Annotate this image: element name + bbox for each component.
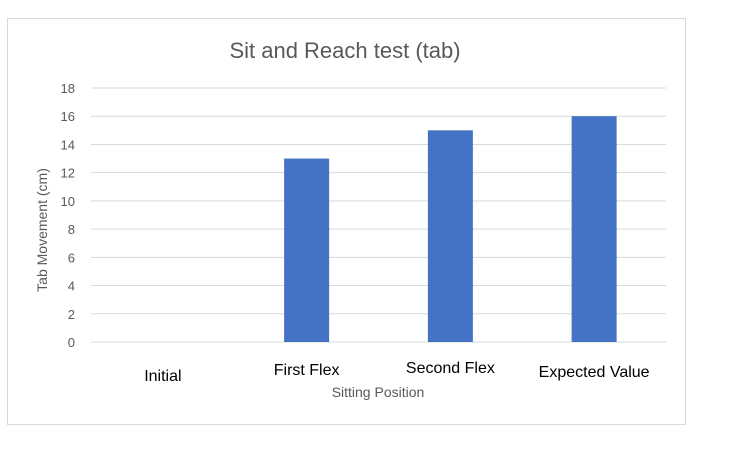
category-labels: Initial First Flex Second Flex Expected Val…	[144, 360, 649, 385]
bar-first-flex	[284, 158, 330, 342]
y-axis-title: Tab Movement (cm)	[34, 168, 50, 292]
gridlines	[91, 87, 666, 343]
x-category-label: Initial	[144, 368, 181, 385]
bar-second-flex	[427, 130, 473, 342]
y-tick-label: 4	[68, 279, 75, 294]
y-tick-label: 2	[68, 307, 75, 322]
chart-title: Sit and Reach test (tab)	[229, 38, 460, 63]
y-tick-label: 18	[61, 81, 75, 96]
y-tick-label: 6	[68, 250, 75, 265]
y-tick-label: 14	[61, 137, 75, 152]
y-tick-label: 8	[68, 222, 75, 237]
bars	[284, 116, 617, 342]
y-tick-label: 10	[61, 194, 75, 209]
y-tick-label: 0	[68, 335, 75, 350]
x-category-label: First Flex	[274, 362, 340, 379]
y-axis-tick-labels: 0 2 4 6 8 10 12 14 16 18	[61, 81, 75, 350]
y-tick-label: 12	[61, 166, 75, 181]
bar-expected-value	[571, 116, 617, 342]
x-category-label: Second Flex	[406, 360, 495, 377]
x-axis-title: Sitting Position	[332, 384, 425, 400]
y-tick-label: 16	[61, 109, 75, 124]
x-category-label: Expected Value	[539, 364, 650, 381]
